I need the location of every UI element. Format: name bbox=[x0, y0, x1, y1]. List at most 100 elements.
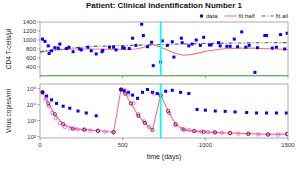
point bbox=[236, 45, 239, 48]
point bbox=[140, 23, 143, 26]
tick-label: 1400 bbox=[23, 19, 37, 25]
point bbox=[104, 130, 107, 133]
point bbox=[166, 44, 169, 47]
point bbox=[164, 90, 167, 93]
point bbox=[255, 111, 258, 114]
point bbox=[225, 45, 228, 48]
point bbox=[61, 122, 64, 125]
point bbox=[55, 102, 58, 105]
point bbox=[86, 46, 89, 49]
tick-label: 400 bbox=[26, 64, 37, 70]
legend-swatch bbox=[200, 15, 203, 18]
point bbox=[237, 132, 240, 135]
point bbox=[128, 47, 131, 50]
point bbox=[202, 36, 205, 39]
axis-label: Virus copies/ml bbox=[5, 88, 13, 133]
axis-frame bbox=[40, 22, 288, 76]
point bbox=[167, 111, 170, 114]
point bbox=[123, 47, 126, 50]
point bbox=[41, 91, 44, 94]
point bbox=[187, 128, 190, 131]
axis-frame bbox=[40, 84, 288, 138]
marks bbox=[40, 22, 288, 76]
point bbox=[208, 43, 211, 46]
point bbox=[123, 92, 126, 95]
point bbox=[127, 93, 130, 96]
point bbox=[120, 88, 123, 91]
tick bbox=[288, 138, 289, 141]
point bbox=[119, 88, 122, 91]
point bbox=[137, 114, 140, 117]
legend-label: fit all bbox=[276, 13, 288, 19]
point bbox=[77, 110, 80, 113]
point bbox=[195, 39, 198, 42]
tick bbox=[38, 40, 41, 41]
point bbox=[95, 114, 98, 117]
point bbox=[172, 56, 175, 59]
reference-line bbox=[160, 22, 162, 76]
point bbox=[234, 110, 237, 113]
plot-area bbox=[40, 84, 288, 138]
point bbox=[50, 98, 53, 101]
point bbox=[199, 44, 202, 47]
tick-label: 10³ bbox=[27, 118, 36, 124]
series-line bbox=[40, 43, 288, 53]
point bbox=[101, 50, 104, 53]
tick-label: 1000 bbox=[23, 37, 37, 43]
point bbox=[152, 92, 155, 95]
point bbox=[253, 71, 256, 74]
point bbox=[196, 108, 199, 111]
point bbox=[229, 45, 232, 48]
tick bbox=[40, 76, 41, 79]
point bbox=[248, 44, 251, 47]
tick bbox=[38, 120, 41, 121]
point bbox=[108, 46, 111, 49]
point bbox=[171, 89, 174, 92]
point bbox=[206, 130, 209, 133]
point bbox=[285, 132, 288, 135]
point bbox=[134, 44, 137, 47]
point bbox=[47, 102, 50, 105]
point bbox=[228, 131, 231, 134]
point bbox=[78, 48, 81, 51]
chart: 400600800100012001400CD4 T-cells/µlPatie… bbox=[0, 0, 299, 169]
point bbox=[54, 117, 57, 120]
point bbox=[171, 40, 174, 43]
point bbox=[48, 52, 51, 55]
point bbox=[53, 113, 56, 116]
point bbox=[187, 44, 190, 47]
point bbox=[150, 41, 153, 44]
point bbox=[285, 111, 288, 114]
point bbox=[62, 105, 65, 108]
point bbox=[136, 97, 139, 100]
point bbox=[213, 131, 216, 134]
point bbox=[220, 131, 223, 134]
tick bbox=[38, 22, 41, 23]
point bbox=[180, 37, 183, 40]
point bbox=[191, 43, 194, 46]
point bbox=[271, 47, 274, 50]
point bbox=[43, 40, 46, 43]
point bbox=[152, 64, 155, 67]
point bbox=[119, 88, 122, 91]
point bbox=[53, 46, 56, 49]
tick-label: 1500 bbox=[281, 142, 295, 148]
point bbox=[83, 128, 86, 131]
point bbox=[67, 46, 70, 49]
reference-line bbox=[160, 84, 162, 138]
point bbox=[50, 49, 53, 52]
point bbox=[224, 110, 227, 113]
legend-label: fit half bbox=[239, 13, 255, 19]
point bbox=[141, 91, 144, 94]
tick-label: 10⁵ bbox=[27, 86, 37, 92]
point bbox=[202, 130, 205, 133]
point bbox=[142, 34, 145, 37]
point bbox=[68, 107, 71, 110]
point bbox=[265, 111, 268, 114]
point bbox=[41, 91, 44, 94]
panel: 400600800100012001400CD4 T-cells/µlPatie… bbox=[5, 1, 289, 79]
point bbox=[71, 127, 74, 130]
tick bbox=[38, 67, 41, 68]
point bbox=[44, 98, 47, 101]
tick bbox=[122, 138, 123, 141]
